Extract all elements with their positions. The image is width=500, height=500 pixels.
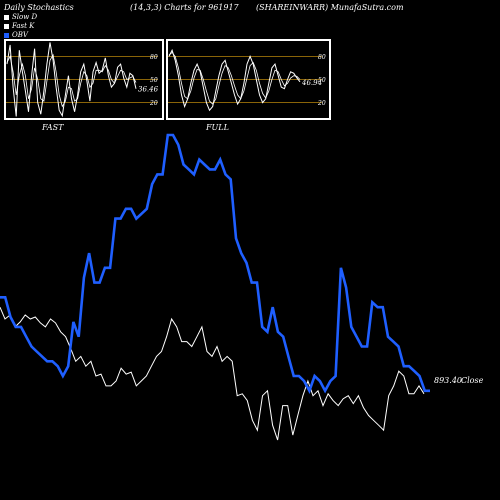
fast-stochastic-panel: 80 50 20 36.46 [4, 39, 164, 120]
legend-label: Slow D [12, 13, 38, 21]
full-series-slow-d [168, 51, 301, 105]
obv-line [0, 133, 430, 395]
full-level-tick-80: 80 [318, 54, 326, 61]
full-series-slow-k [168, 48, 301, 112]
full-level-tick-20: 20 [317, 100, 326, 107]
fast-level-tick-50: 50 [150, 77, 158, 84]
close-label: Close [461, 376, 484, 385]
legend-item-fast-k: Fast K [4, 22, 37, 31]
chart-source: (SHAREINWARR) MunafaSutra.com [256, 3, 404, 12]
legend-swatch [4, 33, 9, 38]
fast-value-readout: 36.46 [138, 86, 159, 94]
full-stochastic-panel: 80 50 20 46.94 [166, 39, 331, 120]
legend-item-obv: OBV [4, 31, 37, 40]
fast-panel-label: FAST [41, 123, 64, 132]
full-panel-label: FULL [205, 123, 229, 132]
full-level-tick-50: 50 [318, 77, 326, 84]
legend-label: OBV [12, 31, 28, 39]
full-value-readout: 46.94 [301, 79, 322, 87]
legend-label: Fast K [12, 22, 35, 30]
chart-subtitle: (14,3,3) Charts for 961917 [130, 3, 239, 12]
fast-series-slow-d [6, 53, 137, 108]
legend-item-slow-d: Slow D [4, 13, 37, 22]
legend: Slow D Fast K OBV [4, 13, 37, 40]
chart-title: Daily Stochastics [4, 3, 74, 12]
legend-swatch [4, 24, 9, 29]
price-readout: 893.40 [434, 376, 462, 385]
fast-level-tick-20: 20 [149, 100, 158, 107]
fast-level-tick-80: 80 [150, 54, 158, 61]
legend-swatch [4, 15, 9, 20]
